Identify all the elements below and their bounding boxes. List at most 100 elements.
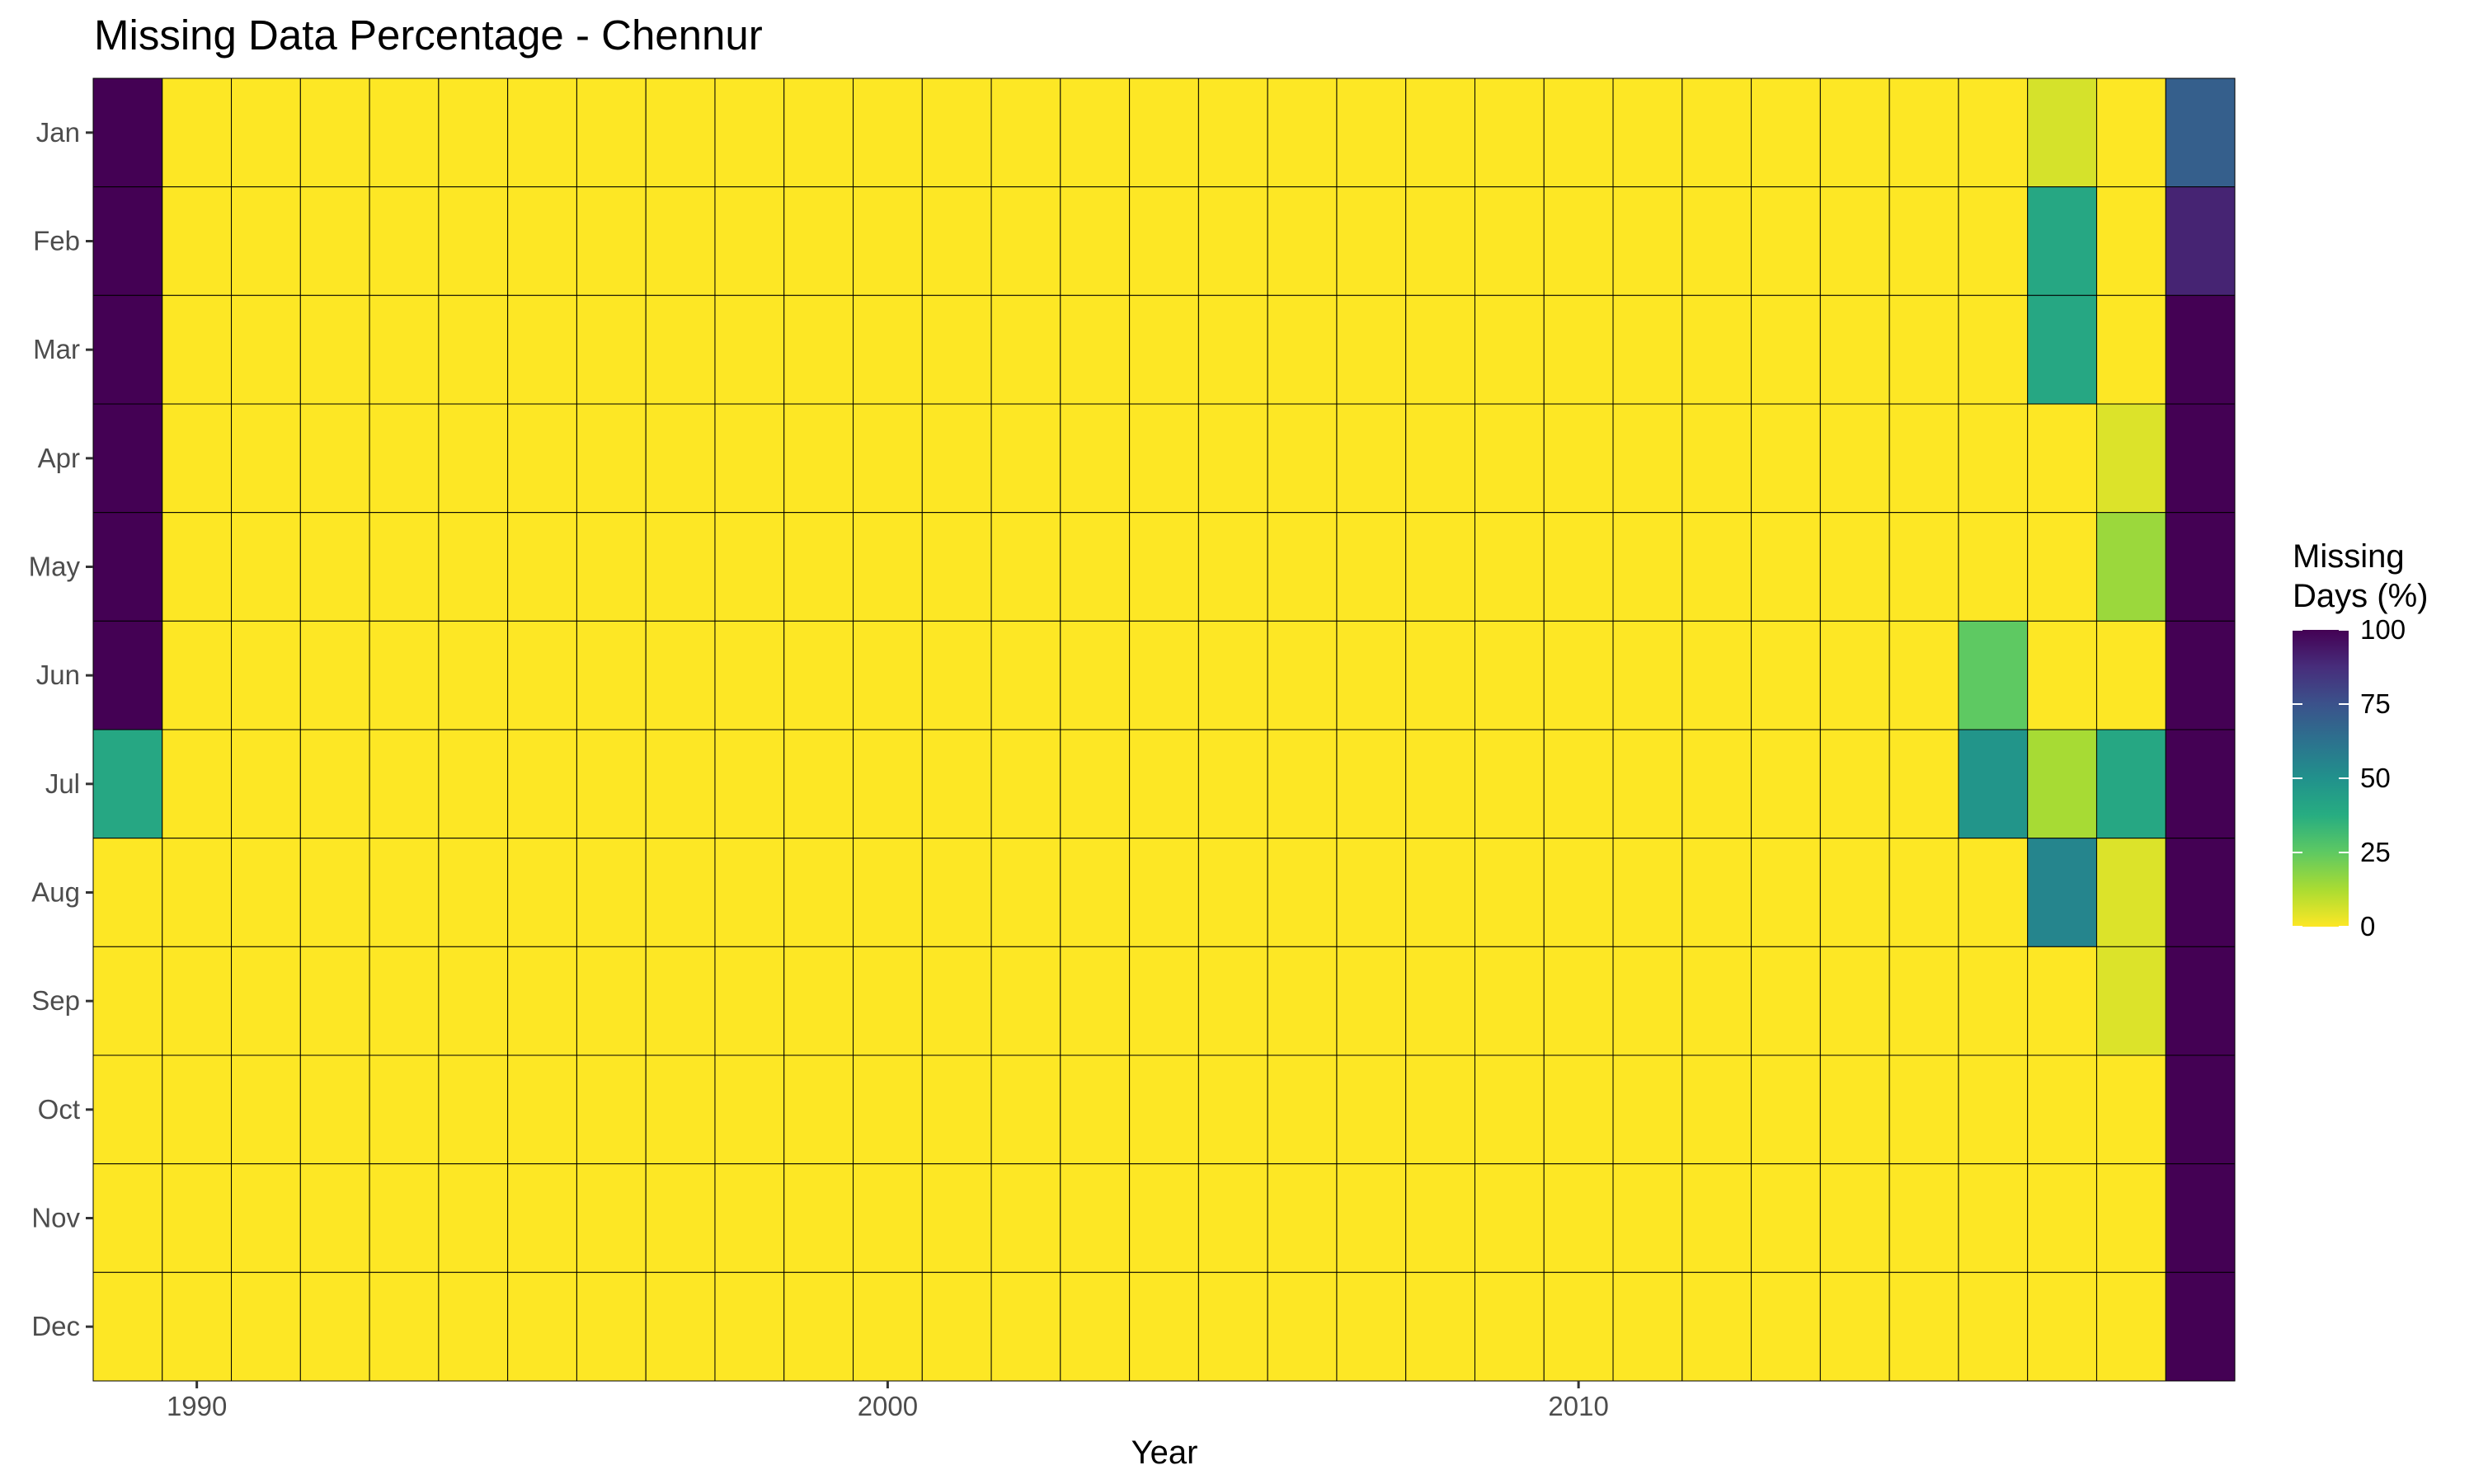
heatmap-cell [2027, 77, 2097, 188]
heatmap-cell [2027, 1271, 2097, 1382]
heatmap-cell [231, 77, 301, 188]
heatmap-cell [299, 1054, 370, 1165]
y-tick-label: Oct [38, 1094, 80, 1125]
heatmap-cell [92, 946, 163, 1056]
heatmap-cell [1958, 1271, 2029, 1382]
heatmap-cell [853, 186, 923, 296]
heatmap-cell [1751, 838, 1821, 947]
heatmap-cell [1060, 1271, 1131, 1382]
heatmap-cell [1958, 77, 2029, 188]
heatmap-cell [92, 403, 163, 514]
heatmap-cell [645, 1163, 716, 1273]
heatmap-cell [921, 77, 992, 188]
heatmap-cell [1405, 729, 1475, 839]
heatmap-cell [507, 620, 577, 730]
heatmap-cell [1681, 77, 1752, 188]
heatmap-cell [2027, 729, 2097, 839]
heatmap-cell [1267, 1054, 1338, 1165]
heatmap-cell [369, 946, 440, 1056]
heatmap-cell [1474, 838, 1545, 947]
heatmap-cell [1060, 946, 1131, 1056]
heatmap-cell [1751, 294, 1821, 405]
heatmap-cell [1888, 512, 1959, 622]
heatmap-cell [1888, 1163, 1959, 1273]
heatmap-cell [1612, 729, 1683, 839]
y-tick-label: Dec [31, 1311, 80, 1341]
heatmap-cell [369, 1054, 440, 1165]
heatmap-cell [1474, 512, 1545, 622]
heatmap-cell [1612, 838, 1683, 947]
heatmap-cell [1819, 77, 1890, 188]
heatmap-cell [438, 838, 509, 947]
heatmap-cell [921, 946, 992, 1056]
heatmap-cell [990, 1271, 1061, 1382]
x-axis: 1990 2000 2010 [167, 1381, 1609, 1421]
heatmap-cell [1958, 512, 2029, 622]
heatmap-cell [2165, 620, 2236, 730]
heatmap-cell [2095, 1163, 2166, 1273]
heatmap-cell [1197, 620, 1268, 730]
heatmap-cell [1681, 620, 1752, 730]
heatmap-cell [299, 77, 370, 188]
heatmap-cell [1681, 729, 1752, 839]
heatmap-cell [1681, 838, 1752, 947]
heatmap-cell [990, 1054, 1061, 1165]
heatmap-cell [645, 77, 716, 188]
heatmap-cell [576, 1054, 647, 1165]
heatmap-cell [783, 1163, 854, 1273]
heatmap-cell [990, 729, 1061, 839]
heatmap-cell [1336, 1271, 1407, 1382]
heatmap-cell [1336, 838, 1407, 947]
heatmap-cell [2095, 946, 2166, 1056]
heatmap-cell [299, 838, 370, 947]
heatmap-cell [1474, 620, 1545, 730]
heatmap-cell [1888, 729, 1959, 839]
heatmap-cell [369, 1163, 440, 1273]
heatmap-cell [783, 620, 854, 730]
heatmap-cell [1888, 946, 1959, 1056]
heatmap-cell [299, 946, 370, 1056]
heatmap-cell [1405, 620, 1475, 730]
heatmap-cell [299, 294, 370, 405]
heatmap-cell [369, 838, 440, 947]
heatmap-cell [2165, 1054, 2236, 1165]
heatmap-cell [2027, 1054, 2097, 1165]
heatmap-cell [1819, 403, 1890, 514]
heatmap-cell [1474, 729, 1545, 839]
heatmap-cell [1474, 1163, 1545, 1273]
heatmap-cell [1888, 186, 1959, 296]
heatmap-cell [231, 620, 301, 730]
y-tick-label: Jan [36, 117, 80, 148]
heatmap-cell [92, 186, 163, 296]
heatmap-cells [92, 77, 2236, 1382]
heatmap-cell [1060, 403, 1131, 514]
x-tick-label: 2010 [1548, 1391, 1608, 1421]
heatmap-cell [1336, 186, 1407, 296]
heatmap-cell [645, 838, 716, 947]
heatmap-cell [990, 294, 1061, 405]
heatmap-cell [299, 403, 370, 514]
heatmap-cell [645, 186, 716, 296]
heatmap-cell [92, 729, 163, 839]
heatmap-cell [1267, 1163, 1338, 1273]
heatmap-cell [162, 294, 233, 405]
heatmap-cell [2165, 729, 2236, 839]
heatmap-cell [1958, 729, 2029, 839]
heatmap-cell [921, 294, 992, 405]
heatmap-cell [1336, 946, 1407, 1056]
heatmap-cell [853, 838, 923, 947]
heatmap-cell [1197, 946, 1268, 1056]
heatmap-cell [576, 838, 647, 947]
heatmap-cell [1681, 1163, 1752, 1273]
heatmap-cell [714, 403, 785, 514]
heatmap-cell [162, 403, 233, 514]
heatmap-cell [438, 77, 509, 188]
heatmap-cell [231, 1271, 301, 1382]
heatmap-cell [1267, 403, 1338, 514]
heatmap-cell [1197, 1163, 1268, 1273]
heatmap-cell [921, 620, 992, 730]
y-axis: Jan Feb Mar Apr May Jun Jul Aug Sep Oct Nov Dec [29, 117, 93, 1341]
heatmap-cell [369, 186, 440, 296]
heatmap-cell [1060, 838, 1131, 947]
heatmap-cell [1751, 620, 1821, 730]
